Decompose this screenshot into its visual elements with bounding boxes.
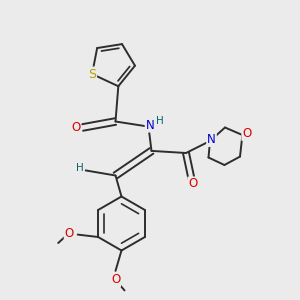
Text: S: S <box>88 68 96 80</box>
Text: H: H <box>156 116 164 126</box>
Text: N: N <box>146 118 154 132</box>
Text: H: H <box>76 163 84 173</box>
Text: O: O <box>111 273 120 286</box>
Text: O: O <box>71 121 80 134</box>
Text: O: O <box>188 177 197 190</box>
Text: O: O <box>242 127 251 140</box>
Text: O: O <box>65 227 74 240</box>
Text: N: N <box>207 133 216 146</box>
